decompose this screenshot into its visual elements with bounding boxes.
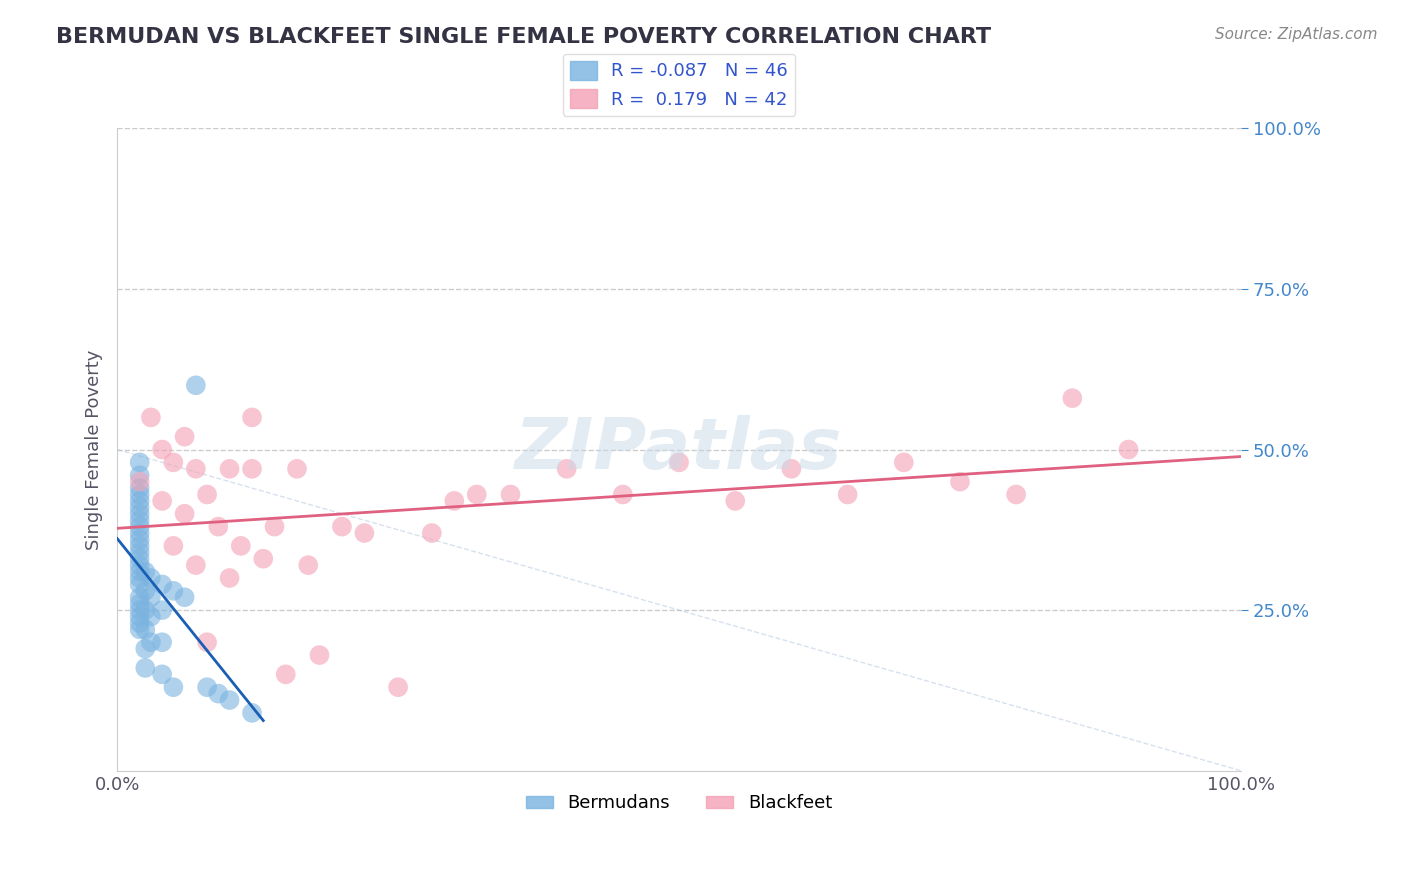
Point xyxy=(162,583,184,598)
Point xyxy=(724,494,747,508)
Point xyxy=(139,635,162,649)
Point xyxy=(128,487,150,501)
Point xyxy=(465,487,488,501)
Point xyxy=(134,565,156,579)
Point xyxy=(1118,442,1140,457)
Point xyxy=(150,635,173,649)
Point xyxy=(308,648,330,662)
Point xyxy=(134,661,156,675)
Point xyxy=(139,591,162,605)
Point xyxy=(150,442,173,457)
Point xyxy=(162,680,184,694)
Point xyxy=(150,603,173,617)
Point xyxy=(128,519,150,533)
Point xyxy=(837,487,859,501)
Point xyxy=(128,533,150,547)
Legend: Bermudans, Blackfeet: Bermudans, Blackfeet xyxy=(519,787,839,820)
Text: ZIPatlas: ZIPatlas xyxy=(516,415,842,484)
Point xyxy=(285,462,308,476)
Point xyxy=(128,513,150,527)
Point xyxy=(162,455,184,469)
Point xyxy=(780,462,803,476)
Point xyxy=(128,551,150,566)
Point xyxy=(195,635,218,649)
Point xyxy=(128,468,150,483)
Point xyxy=(195,487,218,501)
Point xyxy=(353,526,375,541)
Point xyxy=(218,693,240,707)
Point xyxy=(184,558,207,573)
Point xyxy=(128,539,150,553)
Point xyxy=(128,475,150,489)
Point xyxy=(420,526,443,541)
Point xyxy=(128,545,150,559)
Point xyxy=(1062,391,1084,405)
Point xyxy=(139,609,162,624)
Point xyxy=(229,539,252,553)
Point xyxy=(184,378,207,392)
Point xyxy=(128,481,150,495)
Point xyxy=(173,507,195,521)
Point xyxy=(297,558,319,573)
Point xyxy=(139,571,162,585)
Point xyxy=(128,577,150,591)
Point xyxy=(240,410,263,425)
Point xyxy=(128,455,150,469)
Point xyxy=(128,571,150,585)
Point xyxy=(207,687,229,701)
Point xyxy=(252,551,274,566)
Point xyxy=(173,591,195,605)
Point xyxy=(150,494,173,508)
Point xyxy=(1005,487,1028,501)
Point xyxy=(274,667,297,681)
Point xyxy=(128,526,150,541)
Point xyxy=(184,462,207,476)
Point xyxy=(893,455,915,469)
Point xyxy=(240,706,263,720)
Text: BERMUDAN VS BLACKFEET SINGLE FEMALE POVERTY CORRELATION CHART: BERMUDAN VS BLACKFEET SINGLE FEMALE POVE… xyxy=(56,27,991,46)
Point xyxy=(128,609,150,624)
Point xyxy=(218,462,240,476)
Point xyxy=(128,558,150,573)
Point xyxy=(128,494,150,508)
Point xyxy=(128,623,150,637)
Point xyxy=(128,603,150,617)
Point xyxy=(207,519,229,533)
Point xyxy=(195,680,218,694)
Point xyxy=(150,667,173,681)
Point xyxy=(134,641,156,656)
Point xyxy=(263,519,285,533)
Point xyxy=(128,615,150,630)
Point xyxy=(173,430,195,444)
Point xyxy=(134,603,156,617)
Point xyxy=(949,475,972,489)
Point xyxy=(387,680,409,694)
Point xyxy=(128,507,150,521)
Point xyxy=(134,623,156,637)
Point xyxy=(162,539,184,553)
Point xyxy=(668,455,690,469)
Point xyxy=(128,597,150,611)
Point xyxy=(128,565,150,579)
Point xyxy=(139,410,162,425)
Point xyxy=(218,571,240,585)
Point xyxy=(128,591,150,605)
Point xyxy=(612,487,634,501)
Point xyxy=(499,487,522,501)
Y-axis label: Single Female Poverty: Single Female Poverty xyxy=(86,350,103,549)
Point xyxy=(150,577,173,591)
Point xyxy=(555,462,578,476)
Point xyxy=(134,583,156,598)
Text: Source: ZipAtlas.com: Source: ZipAtlas.com xyxy=(1215,27,1378,42)
Point xyxy=(330,519,353,533)
Point xyxy=(240,462,263,476)
Point xyxy=(443,494,465,508)
Point xyxy=(128,500,150,515)
